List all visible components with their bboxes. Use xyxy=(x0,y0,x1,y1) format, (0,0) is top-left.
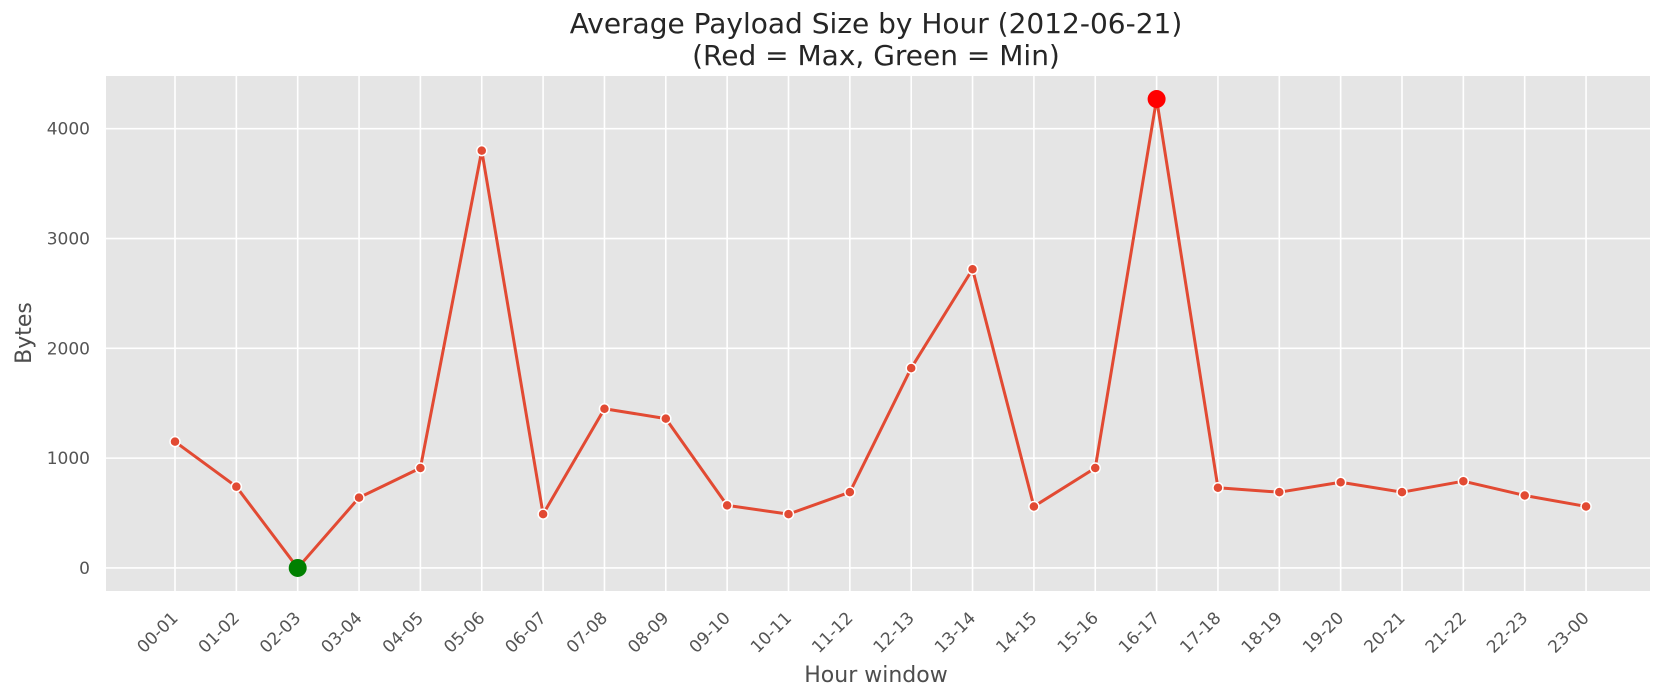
series-line xyxy=(174,97,1587,570)
min-point-marker xyxy=(288,558,307,577)
x-tick-label: 14-15 xyxy=(992,608,1041,657)
max-point-marker xyxy=(1147,90,1166,109)
point-markers xyxy=(169,90,1592,577)
y-axis-ticks: 0 1000 2000 3000 4000 xyxy=(47,120,90,579)
chart-title-line-2: (Red = Max, Green = Min) xyxy=(692,39,1060,72)
y-tick-label: 3000 xyxy=(47,230,90,250)
x-tick-label: 04-05 xyxy=(379,608,428,657)
x-tick-label: 01-02 xyxy=(195,608,244,657)
x-tick-label: 21-22 xyxy=(1422,608,1471,657)
data-point xyxy=(414,462,427,474)
x-tick-label: 20-21 xyxy=(1360,608,1409,657)
data-point xyxy=(353,491,365,504)
y-tick-label: 2000 xyxy=(47,339,90,359)
data-point xyxy=(905,362,917,374)
x-tick-label: 12-13 xyxy=(870,608,919,657)
x-tick-label: 17-18 xyxy=(1176,608,1225,657)
y-axis-label: Bytes xyxy=(12,302,37,364)
x-tick-label: 15-16 xyxy=(1054,608,1103,657)
y-tick-label: 4000 xyxy=(47,120,90,140)
data-point xyxy=(1518,489,1531,502)
x-tick-label: 22-23 xyxy=(1483,608,1532,657)
chart-title-line-1: Average Payload Size by Hour (2012-06-21… xyxy=(570,7,1183,40)
data-point xyxy=(966,263,979,276)
x-tick-label: 05-06 xyxy=(440,608,489,657)
y-tick-label: 1000 xyxy=(47,449,90,469)
x-tick-label: 00-01 xyxy=(133,608,182,657)
data-point xyxy=(1396,486,1408,498)
data-point xyxy=(1212,482,1224,494)
data-point xyxy=(721,499,733,512)
data-point xyxy=(476,144,488,157)
x-tick-label: 23-00 xyxy=(1545,608,1594,657)
x-tick-label: 06-07 xyxy=(502,608,551,657)
data-point xyxy=(1334,476,1347,489)
x-tick-label: 07-08 xyxy=(563,608,612,657)
data-point xyxy=(782,508,795,520)
data-point xyxy=(1457,475,1470,487)
data-point xyxy=(169,435,181,448)
x-axis-label: Hour window xyxy=(804,663,947,688)
x-tick-label: 13-14 xyxy=(931,608,980,657)
x-tick-label: 03-04 xyxy=(318,608,367,657)
x-tick-label: 10-11 xyxy=(747,608,796,657)
data-point xyxy=(1028,500,1040,513)
plot-area xyxy=(106,76,1650,591)
y-tick-label: 0 xyxy=(79,559,90,579)
data-point xyxy=(660,412,672,425)
x-tick-label: 02-03 xyxy=(256,608,305,657)
x-tick-label: 19-20 xyxy=(1299,608,1348,657)
data-point xyxy=(598,402,611,415)
x-tick-label: 08-09 xyxy=(624,608,673,657)
data-point xyxy=(1580,500,1592,513)
data-point xyxy=(1089,462,1101,474)
data-point xyxy=(1273,486,1286,498)
x-axis-ticks: 00-01 01-02 02-03 03-04 04-05 05-06 06-07 07-08… xyxy=(133,608,1593,657)
series-line-layer xyxy=(174,97,1587,570)
x-tick-label: 09-10 xyxy=(686,608,735,657)
data-point xyxy=(844,486,856,498)
x-tick-label: 16-17 xyxy=(1115,608,1164,657)
data-point xyxy=(230,480,243,493)
data-point xyxy=(537,508,549,520)
x-tick-label: 18-19 xyxy=(1238,608,1287,657)
x-tick-label: 11-12 xyxy=(808,608,857,657)
